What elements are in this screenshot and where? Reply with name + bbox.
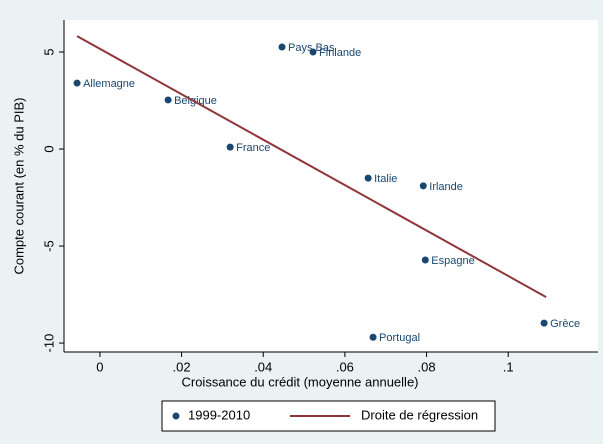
point-label: Espagne — [431, 255, 474, 267]
x-tick-label: .1 — [503, 359, 514, 374]
point — [421, 256, 429, 264]
y-tick-label: 5 — [41, 48, 56, 55]
point-label: Irlande — [429, 181, 463, 193]
legend-label: Droite de régression — [361, 407, 478, 422]
y-tick-label: -5 — [41, 240, 56, 252]
point — [369, 333, 377, 341]
point-label: Portugal — [379, 332, 420, 344]
point-label: Finlande — [319, 47, 361, 59]
point — [540, 319, 548, 327]
x-tick-label: .06 — [336, 359, 354, 374]
point-label: Pays Bas — [288, 42, 335, 54]
point — [419, 182, 427, 190]
point-label: Allemagne — [83, 78, 135, 90]
point — [364, 174, 372, 182]
x-axis-label: Croissance du crédit (moyenne annuelle) — [181, 374, 418, 389]
x-tick-label: .08 — [417, 359, 435, 374]
x-tick-label: .02 — [173, 359, 191, 374]
legend-label: 1999-2010 — [188, 407, 250, 422]
point-label: Belgique — [174, 95, 217, 107]
point-label: France — [236, 142, 270, 154]
x-tick-label: .04 — [254, 359, 272, 374]
plot-area — [64, 20, 598, 352]
point-label: Grèce — [550, 318, 580, 330]
point — [226, 143, 234, 151]
point — [164, 96, 172, 104]
regression-line — [76, 35, 547, 298]
y-tick-label: 0 — [41, 145, 56, 152]
x-tick-label: 0 — [96, 359, 103, 374]
point — [309, 48, 317, 56]
point — [73, 79, 81, 87]
point-label: Italie — [374, 173, 397, 185]
legend-marker — [172, 412, 180, 420]
point — [278, 43, 286, 51]
y-axis-label: Compte courant (en % du PIB) — [11, 97, 26, 274]
y-tick-label: -10 — [41, 334, 56, 353]
